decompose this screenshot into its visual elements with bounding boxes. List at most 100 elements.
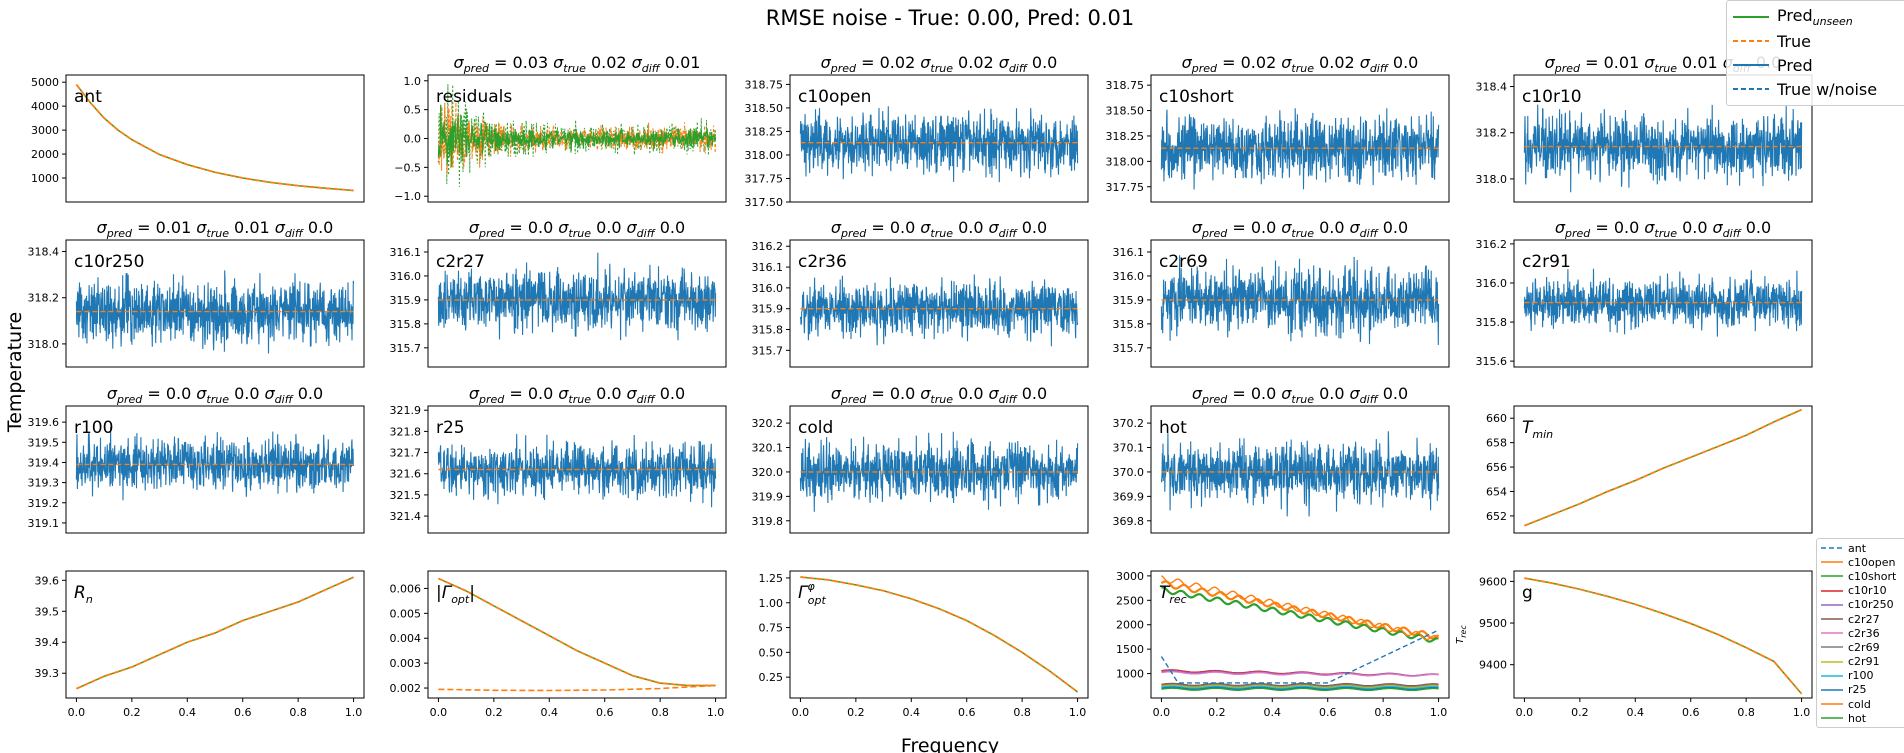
y-tick-label: 321.4 — [390, 510, 422, 523]
axes-frame — [427, 570, 727, 699]
y-tick-label: 4000 — [31, 100, 59, 113]
trec-c2r36 — [1161, 671, 1439, 677]
pred-series — [75, 426, 355, 501]
y-tick-label: 370.2 — [1113, 417, 1145, 430]
panel-label: r100 — [74, 418, 113, 438]
y-tick-label: 3000 — [31, 124, 59, 137]
legend-item: True — [1733, 29, 1904, 53]
legend-swatch — [1821, 547, 1843, 549]
pred-series — [800, 576, 1079, 693]
trec-axis-label: Trec — [1455, 625, 1468, 644]
x-tick-label: 0.6 — [596, 706, 614, 719]
y-tick-label: 316.0 — [752, 282, 784, 295]
legend-swatch — [1733, 64, 1769, 66]
plot-area — [800, 576, 1079, 693]
plot-area — [1160, 575, 1440, 692]
y-tick-label: 1.25 — [759, 572, 784, 585]
x-tick-label: 1.0 — [1430, 706, 1448, 719]
x-tick-label: 0.4 — [903, 706, 921, 719]
legend-item: c2r27 — [1821, 612, 1904, 626]
y-tick-label: 315.6 — [1476, 355, 1508, 368]
legend-item: c10r10 — [1821, 584, 1904, 598]
y-tick-label: 315.8 — [390, 318, 422, 331]
chart-title: RMSE noise - True: 0.00, Pred: 0.01 — [766, 6, 1134, 30]
y-tick-label: 315.8 — [1476, 316, 1508, 329]
y-tick-label: 0.25 — [759, 671, 784, 684]
panel-label: residuals — [436, 87, 512, 107]
y-tick-label: 0.50 — [759, 646, 784, 659]
y-tick-label: 318.75 — [745, 78, 784, 91]
legend-label: True w/noise — [1777, 79, 1878, 99]
legend-swatch — [1733, 88, 1769, 90]
x-tick-label: 0.2 — [847, 706, 865, 719]
x-tick-label: 1.0 — [707, 706, 725, 719]
trec-cold — [1160, 575, 1440, 641]
subplot-sigma-title: σpred = 0.02 σtrue 0.02 σdiff 0.0 — [821, 53, 1058, 75]
subplot-c2r69: 315.7 315.8 315.9 316.0 316.1 c2r69 σpred = 0.… — [1113, 218, 1450, 368]
y-tick-label: 2000 — [31, 148, 59, 161]
plot-area — [76, 576, 354, 690]
true-series — [800, 576, 1079, 693]
x-tick-label: 1.0 — [1069, 706, 1087, 719]
y-tick-label: 318.00 — [1106, 155, 1145, 168]
y-tick-label: 656 — [1486, 461, 1507, 474]
x-tick-label: 1.0 — [1793, 706, 1811, 719]
pred-series — [1523, 268, 1803, 337]
pred-series — [1160, 108, 1440, 190]
legend-item: c10r250 — [1821, 598, 1904, 612]
subplot-opt: 0.002 0.003 0.004 0.005 0.006 0.0 0.2 0.4 0.6 0.8… — [390, 570, 727, 719]
y-tick-label: 317.75 — [745, 172, 784, 185]
x-tick-label: 1.0 — [345, 706, 363, 719]
legend-swatch — [1821, 632, 1843, 634]
trec-ant — [1160, 629, 1439, 684]
pred-series — [1160, 255, 1440, 346]
y-tick-label: 315.8 — [752, 324, 784, 337]
y-tick-label: 2000 — [1116, 619, 1144, 632]
legend-swatch — [1821, 604, 1843, 606]
plot-area — [1160, 431, 1440, 517]
subplot-t-rec: 1000 1500 2000 2500 3000 0.0 0.2 0.4 0.6 0.8 1.0 Tr… — [1116, 570, 1468, 719]
y-tick-label: 319.5 — [28, 436, 60, 449]
y-tick-label: 315.7 — [1113, 342, 1145, 355]
pred-series — [1524, 577, 1803, 695]
panel-label: c10r10 — [1522, 87, 1582, 107]
pred-series — [799, 274, 1079, 347]
y-tick-label: 370.0 — [1113, 466, 1145, 479]
axes-frame — [1513, 405, 1813, 534]
plot-area — [437, 84, 717, 187]
y-tick-label: 318.00 — [745, 149, 784, 162]
legend-label: Predunseen — [1777, 5, 1853, 29]
legend-item: c10short — [1821, 569, 1904, 583]
axes-frame — [427, 239, 727, 368]
y-tick-label: 318.50 — [1106, 105, 1145, 118]
y-tick-label: 0.004 — [390, 632, 422, 645]
axes-frame — [65, 570, 365, 699]
plot-area — [799, 106, 1079, 183]
panel-label: Trec — [1159, 583, 1187, 606]
x-tick-label: 0.0 — [68, 706, 86, 719]
y-tick-label: 658 — [1486, 437, 1507, 450]
axes-frame — [1150, 74, 1450, 203]
y-tick-label: 319.4 — [28, 456, 60, 469]
y-tick-label: 318.50 — [745, 102, 784, 115]
legend-item: c2r69 — [1821, 640, 1904, 654]
legend-item: hot — [1821, 711, 1904, 725]
y-tick-label: 317.75 — [1106, 181, 1145, 194]
y-tick-label: 319.2 — [28, 497, 60, 510]
y-tick-label: 319.3 — [28, 477, 60, 490]
y-tick-label: −0.5 — [394, 161, 421, 174]
true-series — [76, 576, 354, 690]
legend-swatch — [1821, 717, 1843, 720]
subplot-sigma-title: σpred = 0.0 σtrue 0.0 σdiff 0.0 — [831, 384, 1047, 406]
x-tick-label: 0.8 — [651, 706, 669, 719]
plot-area — [75, 84, 354, 192]
y-tick-label: 315.9 — [390, 294, 422, 307]
y-tick-label: 0.006 — [390, 582, 422, 595]
x-tick-label: 0.8 — [289, 706, 307, 719]
panel-label: Γφ opt — [798, 580, 826, 607]
y-tick-label: 316.0 — [390, 270, 422, 283]
main-legend: Predunseen True Pred True w/noise — [1726, 0, 1904, 106]
x-tick-label: 0.0 — [1153, 706, 1171, 719]
